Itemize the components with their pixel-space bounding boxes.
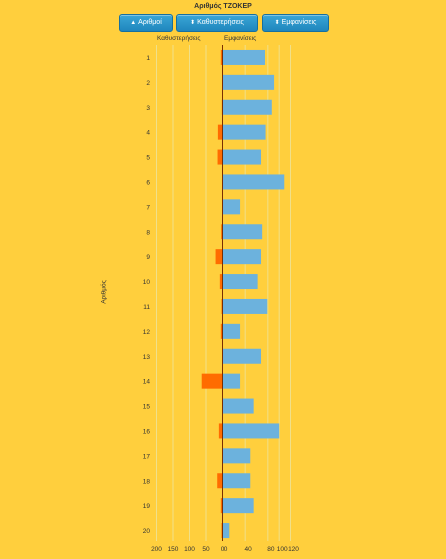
sort-by-number-label: Αριθμοί bbox=[138, 19, 162, 26]
sort-by-number-button[interactable]: ▲ Αριθμοί bbox=[119, 14, 173, 32]
sort-by-delays-label: Καθυστερήσεις bbox=[197, 19, 244, 26]
bar-appearances-3 bbox=[222, 99, 272, 115]
sort-by-appearances-button[interactable]: ⬍ Εμφανίσεις bbox=[262, 14, 329, 32]
bar-delays-12 bbox=[220, 323, 223, 339]
sort-ascending-icon: ▲ bbox=[130, 20, 137, 26]
sort-toggle-icon: ⬍ bbox=[190, 20, 196, 26]
category-label-12: 12 bbox=[143, 329, 151, 336]
category-label-14: 14 bbox=[143, 379, 151, 386]
category-label-16: 16 bbox=[143, 428, 151, 435]
bar-appearances-17 bbox=[222, 448, 251, 464]
bar-delays-4 bbox=[217, 124, 223, 140]
delays-series-label: Καθυστερήσεις bbox=[157, 35, 201, 42]
x-tick-label-appearances: 0 bbox=[224, 546, 228, 553]
x-tick-label-delays: 50 bbox=[202, 546, 210, 553]
category-label-6: 6 bbox=[146, 179, 150, 186]
bar-appearances-5 bbox=[222, 149, 262, 165]
bar-appearances-10 bbox=[222, 274, 258, 290]
category-label-1: 1 bbox=[146, 55, 150, 62]
sort-by-appearances-label: Εμφανίσεις bbox=[281, 19, 317, 26]
bar-appearances-9 bbox=[222, 249, 262, 265]
appearances-series-label: Εμφανίσεις bbox=[224, 35, 257, 42]
x-tick-label-delays: 0 bbox=[221, 546, 225, 553]
x-tick-label-appearances: 120 bbox=[288, 546, 299, 553]
bar-appearances-14 bbox=[222, 373, 241, 389]
bar-appearances-6 bbox=[222, 174, 285, 190]
bar-delays-19 bbox=[220, 498, 223, 514]
category-label-7: 7 bbox=[146, 204, 150, 211]
bar-delays-10 bbox=[219, 274, 223, 290]
x-tick-label-appearances: 80 bbox=[267, 546, 275, 553]
category-label-8: 8 bbox=[146, 229, 150, 236]
sort-by-delays-button[interactable]: ⬍ Καθυστερήσεις bbox=[176, 14, 258, 32]
bar-appearances-8 bbox=[222, 224, 263, 240]
bar-delays-9 bbox=[215, 249, 223, 265]
sort-toggle-icon: ⬍ bbox=[274, 20, 280, 26]
chart-title: Αριθμός ΤΖΟΚΕΡ bbox=[194, 3, 252, 10]
category-label-19: 19 bbox=[143, 503, 151, 510]
x-tick-label-appearances: 100 bbox=[277, 546, 288, 553]
category-label-2: 2 bbox=[146, 80, 150, 87]
category-label-15: 15 bbox=[143, 404, 151, 411]
bar-delays-8 bbox=[221, 224, 223, 240]
x-tick-label-delays: 200 bbox=[151, 546, 162, 553]
bar-appearances-15 bbox=[222, 398, 254, 414]
bar-appearances-7 bbox=[222, 199, 241, 215]
category-label-20: 20 bbox=[143, 528, 151, 535]
bar-appearances-4 bbox=[222, 124, 266, 140]
bar-appearances-19 bbox=[222, 498, 254, 514]
bar-appearances-20 bbox=[222, 523, 230, 539]
category-label-3: 3 bbox=[146, 105, 150, 112]
x-tick-label-delays: 150 bbox=[168, 546, 179, 553]
category-label-9: 9 bbox=[146, 254, 150, 261]
bar-appearances-12 bbox=[222, 323, 241, 339]
bar-delays-14 bbox=[201, 373, 223, 389]
bar-appearances-13 bbox=[222, 348, 262, 364]
bar-appearances-2 bbox=[222, 74, 275, 90]
bar-delays-1 bbox=[220, 49, 223, 65]
category-label-17: 17 bbox=[143, 453, 151, 460]
category-label-5: 5 bbox=[146, 155, 150, 162]
category-label-11: 11 bbox=[143, 304, 150, 311]
bar-delays-18 bbox=[217, 473, 223, 489]
bar-appearances-11 bbox=[222, 298, 268, 314]
bar-delays-5 bbox=[217, 149, 223, 165]
category-label-10: 10 bbox=[143, 279, 151, 286]
bar-appearances-1 bbox=[222, 49, 265, 65]
category-label-4: 4 bbox=[146, 130, 150, 137]
x-tick-label-delays: 100 bbox=[184, 546, 195, 553]
bar-appearances-16 bbox=[222, 423, 280, 439]
category-label-13: 13 bbox=[143, 354, 151, 361]
bar-appearances-18 bbox=[222, 473, 251, 489]
category-label-18: 18 bbox=[143, 478, 151, 485]
x-tick-label-appearances: 40 bbox=[245, 546, 253, 553]
bar-delays-16 bbox=[218, 423, 223, 439]
